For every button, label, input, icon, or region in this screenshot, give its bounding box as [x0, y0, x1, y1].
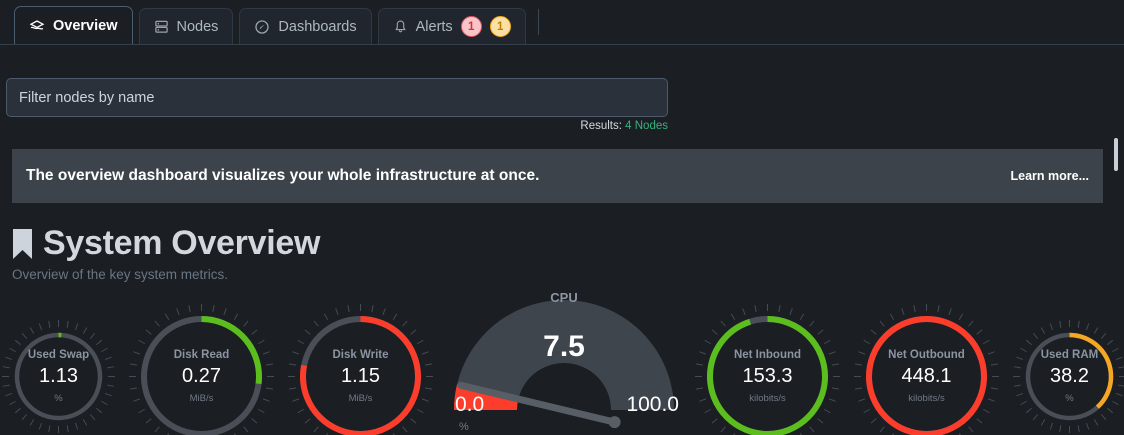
- tab-alerts[interactable]: Alerts 1 1: [377, 8, 526, 44]
- section-header: System Overview Overview of the key syst…: [12, 224, 320, 282]
- tab-divider: [537, 9, 539, 35]
- info-banner-text: The overview dashboard visualizes your w…: [26, 167, 540, 184]
- gauge-used-swap[interactable]: Used Swap 1.13 %: [0, 318, 117, 435]
- gauge-cpu[interactable]: CPU 7.5 0.0 100.0 %: [449, 290, 679, 435]
- cpu-dial-title: CPU: [550, 290, 578, 305]
- info-banner: The overview dashboard visualizes your w…: [12, 149, 1103, 203]
- alerts-critical-badge[interactable]: 1: [460, 16, 482, 37]
- cpu-dial[interactable]: CPU 7.5 0.0 100.0 %: [449, 290, 679, 435]
- results-label: Results:: [580, 120, 622, 132]
- cpu-dial-units: %: [459, 421, 469, 433]
- gauge-net-inbound[interactable]: Net Inbound 153.3 kilobits/s: [693, 302, 842, 435]
- server-stack-icon: [154, 19, 169, 34]
- cpu-dial-min: 0.0: [455, 393, 485, 416]
- gauge-ring[interactable]: Disk Write 1.15 MiB/s: [286, 302, 435, 435]
- filter-section: Results: 4 Nodes: [6, 78, 668, 132]
- system-overview-gauges: Used Swap 1.13 % Disk Read 0.27 MiB/s: [0, 290, 1124, 435]
- layers-icon: [29, 18, 45, 34]
- gauge-ring[interactable]: Used Swap 1.13 %: [0, 318, 117, 435]
- alerts-warning-badge[interactable]: 1: [489, 16, 511, 37]
- learn-more-link[interactable]: Learn more...: [1010, 169, 1090, 183]
- tab-nodes[interactable]: Nodes: [138, 8, 234, 44]
- bell-icon: [393, 19, 408, 34]
- gauge-used-ram[interactable]: Used RAM 38.2 %: [1011, 318, 1124, 435]
- results-count: 4 Nodes: [625, 120, 668, 132]
- page-subtitle: Overview of the key system metrics.: [12, 267, 229, 282]
- page-scrollbar-thumb[interactable]: [1114, 138, 1118, 171]
- gauge-ring[interactable]: Net Outbound 448.1 kilobits/s: [852, 302, 1001, 435]
- gauge-ring[interactable]: Net Inbound 153.3 kilobits/s: [693, 302, 842, 435]
- gauge-ring[interactable]: Used RAM 38.2 %: [1011, 318, 1124, 435]
- tab-alerts-label: Alerts: [415, 18, 453, 35]
- tab-dashboards-label: Dashboards: [278, 18, 357, 35]
- tab-overview-label: Overview: [53, 17, 118, 34]
- tab-dashboards[interactable]: Dashboards: [239, 8, 372, 44]
- tab-overview[interactable]: Overview: [14, 6, 133, 44]
- bookmark-icon: [12, 228, 33, 260]
- speedometer-icon: [254, 19, 270, 35]
- cpu-dial-value: 7.5: [543, 330, 585, 363]
- gauge-disk-write[interactable]: Disk Write 1.15 MiB/s: [286, 302, 435, 435]
- page-title: System Overview: [43, 224, 321, 262]
- tab-nodes-label: Nodes: [176, 18, 219, 35]
- gauge-ring[interactable]: Disk Read 0.27 MiB/s: [127, 302, 276, 435]
- gauge-disk-read[interactable]: Disk Read 0.27 MiB/s: [127, 302, 276, 435]
- gauge-net-outbound[interactable]: Net Outbound 448.1 kilobits/s: [852, 302, 1001, 435]
- filter-nodes-input[interactable]: [6, 78, 668, 117]
- cpu-dial-max: 100.0: [626, 393, 679, 416]
- main-tab-bar: Overview Nodes Dashboards: [0, 0, 1124, 45]
- results-line: Results: 4 Nodes: [580, 120, 668, 132]
